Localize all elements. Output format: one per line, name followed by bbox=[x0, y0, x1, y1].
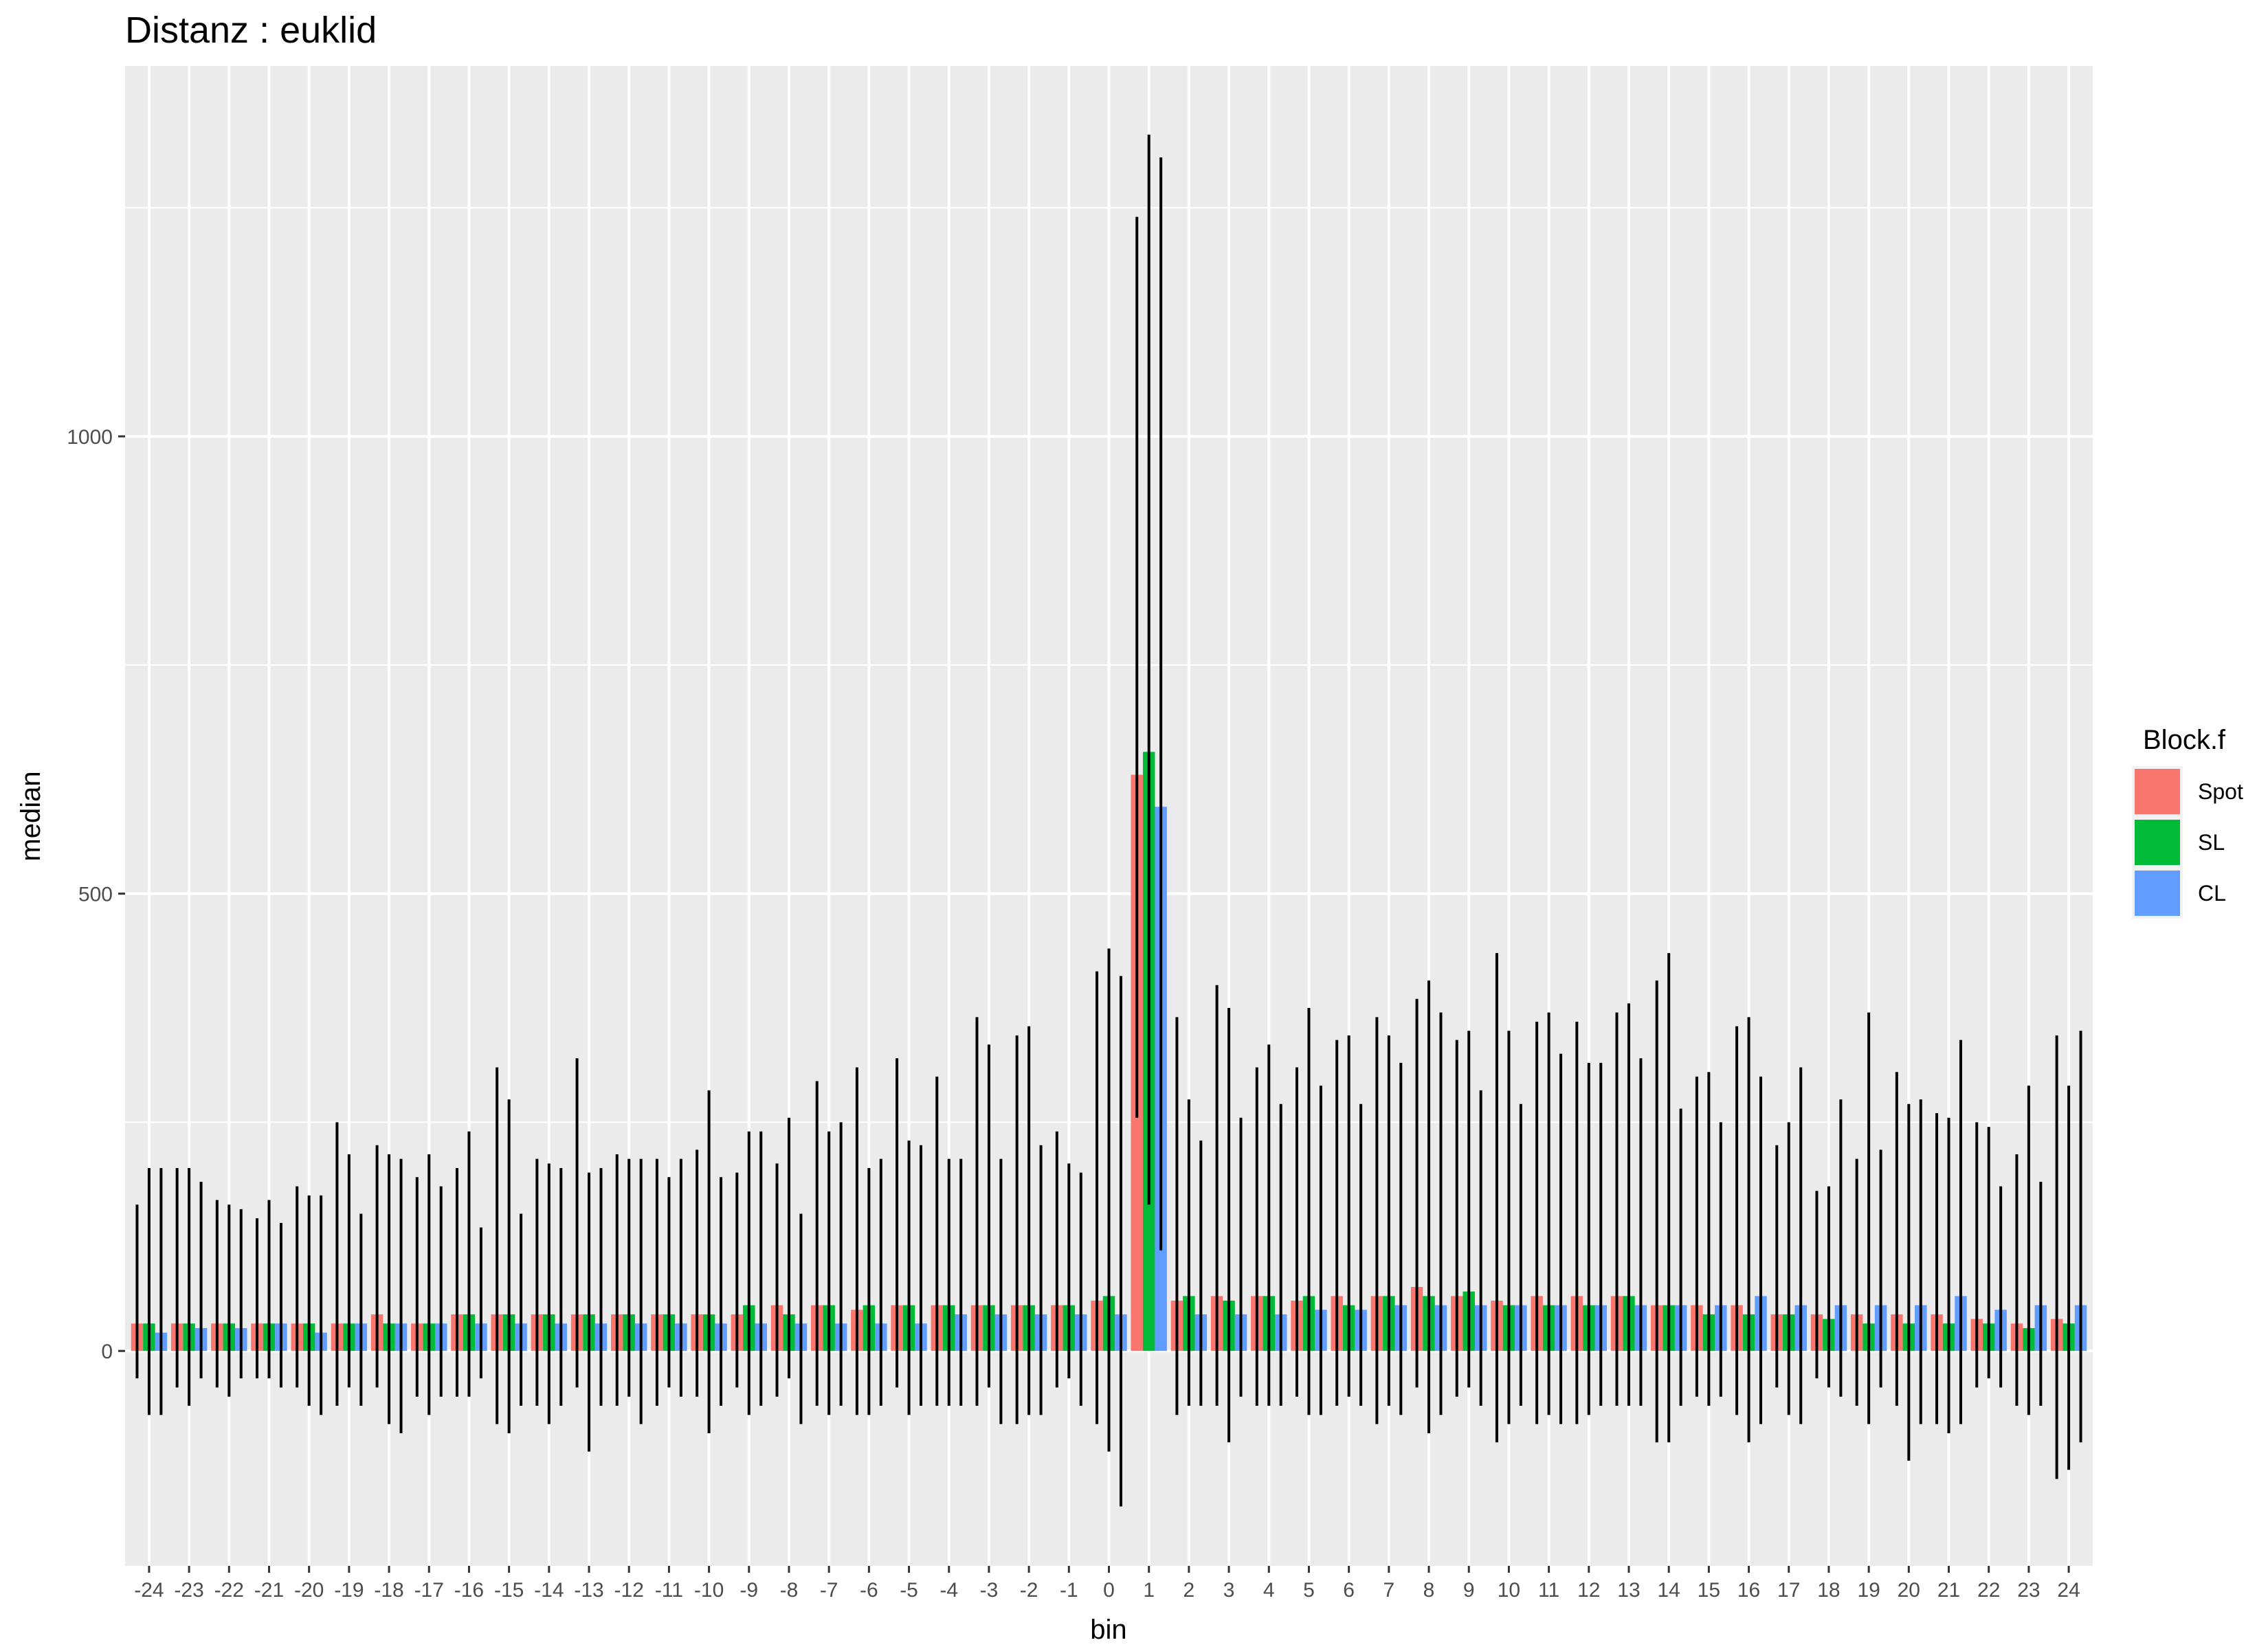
x-tick-label: -14 bbox=[534, 1579, 564, 1602]
x-tick-label: 21 bbox=[1937, 1579, 1960, 1602]
x-tick-label: 5 bbox=[1303, 1579, 1315, 1602]
x-tick-label: 17 bbox=[1777, 1579, 1800, 1602]
x-tick-label: 9 bbox=[1463, 1579, 1475, 1602]
x-tick-label: -20 bbox=[294, 1579, 324, 1602]
x-tick-label: -18 bbox=[374, 1579, 403, 1602]
x-tick-label: 2 bbox=[1183, 1579, 1195, 1602]
x-tick-label: 6 bbox=[1343, 1579, 1355, 1602]
x-tick-label: -1 bbox=[1060, 1579, 1078, 1602]
x-tick-label: 15 bbox=[1698, 1579, 1720, 1602]
legend-label-cl: CL bbox=[2198, 881, 2226, 906]
x-tick-label: 10 bbox=[1498, 1579, 1520, 1602]
legend-label-sl: SL bbox=[2198, 830, 2225, 855]
y-tick-label: 1000 bbox=[67, 426, 113, 449]
x-tick-label: -10 bbox=[694, 1579, 724, 1602]
x-tick-label: 3 bbox=[1223, 1579, 1235, 1602]
x-axis-title: bin bbox=[1090, 1615, 1126, 1645]
x-tick-label: -22 bbox=[214, 1579, 244, 1602]
y-tick-label: 500 bbox=[78, 884, 113, 906]
x-tick-label: -2 bbox=[1020, 1579, 1038, 1602]
x-axis: -24 -23 -22 -21 -20 -19 -18 -17 -16 -15 -14 -13 -12-… bbox=[134, 1566, 2080, 1602]
x-tick-label: 4 bbox=[1263, 1579, 1275, 1602]
x-tick-label: 13 bbox=[1617, 1579, 1640, 1602]
x-tick-label: -12 bbox=[614, 1579, 644, 1602]
x-tick-label: 11 bbox=[1538, 1579, 1559, 1602]
x-tick-label: -8 bbox=[780, 1579, 799, 1602]
x-tick-label: 7 bbox=[1383, 1579, 1394, 1602]
y-axis: 0 500 1000 bbox=[67, 426, 125, 1363]
legend: Block.f Spot SL CL bbox=[2132, 725, 2243, 919]
x-tick-label: -17 bbox=[414, 1579, 444, 1602]
x-tick-label: 18 bbox=[1817, 1579, 1840, 1602]
legend-swatch-sl bbox=[2135, 820, 2180, 865]
x-tick-label: -16 bbox=[454, 1579, 484, 1602]
error-bars bbox=[135, 134, 2082, 1507]
x-tick-label: -15 bbox=[494, 1579, 524, 1602]
x-tick-label: 1 bbox=[1143, 1579, 1155, 1602]
x-tick-label: 22 bbox=[1977, 1579, 2000, 1602]
x-tick-label: 24 bbox=[2057, 1579, 2080, 1602]
x-tick-label: -19 bbox=[334, 1579, 364, 1602]
y-axis-title: median bbox=[16, 771, 46, 861]
chart-title: Distanz : euklid bbox=[125, 10, 377, 51]
legend-title: Block.f bbox=[2143, 725, 2226, 755]
x-tick-label: -21 bbox=[254, 1579, 284, 1602]
x-tick-label: -3 bbox=[980, 1579, 999, 1602]
x-tick-label: 16 bbox=[1737, 1579, 1760, 1602]
x-tick-label: 8 bbox=[1423, 1579, 1435, 1602]
x-tick-label: -5 bbox=[900, 1579, 918, 1602]
x-tick-label: 19 bbox=[1857, 1579, 1880, 1602]
legend-label-spot: Spot bbox=[2198, 779, 2243, 804]
x-tick-label: -7 bbox=[820, 1579, 838, 1602]
x-tick-label: -24 bbox=[134, 1579, 164, 1602]
x-tick-label: -13 bbox=[574, 1579, 603, 1602]
x-tick-label: -6 bbox=[860, 1579, 878, 1602]
x-tick-label: -9 bbox=[740, 1579, 758, 1602]
x-tick-label: -4 bbox=[940, 1579, 958, 1602]
x-tick-label: 14 bbox=[1657, 1579, 1680, 1602]
x-tick-label: 20 bbox=[1898, 1579, 1920, 1602]
legend-swatch-spot bbox=[2135, 769, 2180, 814]
x-tick-label: 0 bbox=[1103, 1579, 1115, 1602]
y-tick-label: 0 bbox=[101, 1340, 113, 1363]
legend-swatch-cl bbox=[2135, 871, 2180, 916]
x-tick-label: 12 bbox=[1577, 1579, 1600, 1602]
x-tick-label: -23 bbox=[174, 1579, 203, 1602]
x-tick-label: -11 bbox=[655, 1579, 683, 1602]
x-tick-label: 23 bbox=[2017, 1579, 2040, 1602]
